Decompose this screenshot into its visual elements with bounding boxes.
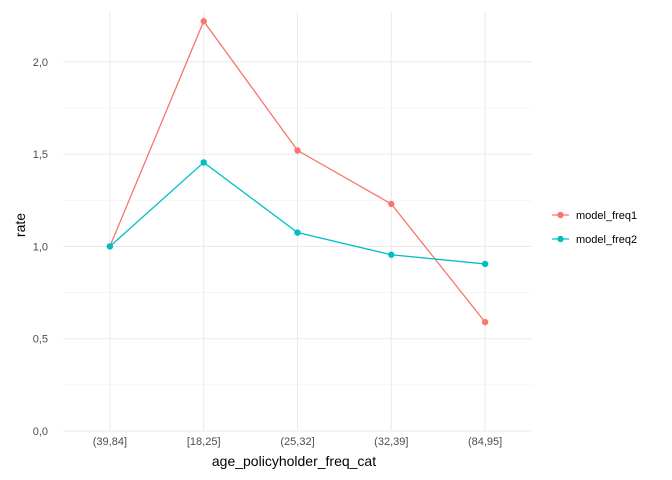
legend-item-model_freq2: model_freq2	[552, 234, 637, 246]
data-point-model_freq2	[294, 229, 301, 236]
y-tick-label: 0,0	[33, 426, 48, 438]
data-point-model_freq1	[200, 18, 207, 25]
legend-label: model_freq1	[576, 210, 637, 222]
legend: model_freq1 model_freq2	[552, 210, 637, 246]
data-point-model_freq1	[388, 200, 395, 208]
x-axis-title: age_policyholder_freq_cat	[212, 453, 376, 469]
x-tick-label: (25,32]	[280, 436, 314, 448]
y-tick-label: 1,5	[33, 149, 48, 161]
legend-label: model_freq2	[576, 234, 637, 246]
x-tick-label: (32,39]	[374, 436, 408, 448]
x-tick-label: [18,25]	[187, 436, 221, 448]
x-tick-labels: (39,84] [18,25] (25,32] (32,39] (84,95]	[93, 436, 502, 448]
y-tick-label: 1,0	[33, 241, 48, 253]
y-tick-label: 0,5	[33, 334, 48, 346]
legend-item-model_freq1: model_freq1	[552, 210, 637, 222]
x-tick-label: (39,84]	[93, 436, 127, 448]
y-axis-title: rate	[12, 213, 28, 237]
grid	[63, 12, 532, 432]
y-tick-label: 2,0	[33, 57, 48, 69]
x-tick-label: (84,95]	[468, 436, 502, 448]
data-point-model_freq2	[388, 251, 395, 258]
legend-key-point	[557, 235, 564, 243]
data-point-model_freq2	[200, 159, 207, 166]
y-tick-labels: 0,0 0,5 1,0 1,5 2,0	[33, 57, 48, 438]
data-point-model_freq2	[106, 243, 114, 250]
series	[106, 18, 489, 326]
data-point-model_freq1	[294, 147, 301, 154]
data-point-model_freq2	[481, 260, 489, 268]
legend-key-point	[557, 211, 564, 219]
data-point-model_freq1	[481, 318, 489, 326]
